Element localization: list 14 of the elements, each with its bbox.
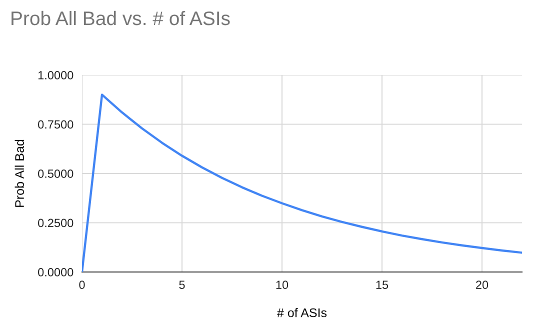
- y-tick-label: 1.0000: [38, 71, 74, 80]
- y-tick-label: 0.2500: [38, 218, 74, 228]
- x-tick-label: 5: [179, 280, 185, 290]
- x-tick-label: 15: [376, 280, 388, 290]
- y-tick-label: 0.5000: [38, 170, 74, 178]
- y-tick-label: 0.0000: [38, 268, 74, 276]
- x-tick-label: 10: [276, 280, 288, 290]
- x-axis-title: # of ASIs: [277, 308, 327, 318]
- line-series: [82, 94, 522, 272]
- y-tick-label: 0.7500: [38, 120, 74, 129]
- x-tick-label: 0: [79, 280, 85, 290]
- y-axis-title: Prob All Bad: [14, 140, 24, 207]
- chart-title: Prob All Bad vs. # of ASIs: [12, 10, 230, 26]
- x-tick-label: 20: [476, 280, 488, 290]
